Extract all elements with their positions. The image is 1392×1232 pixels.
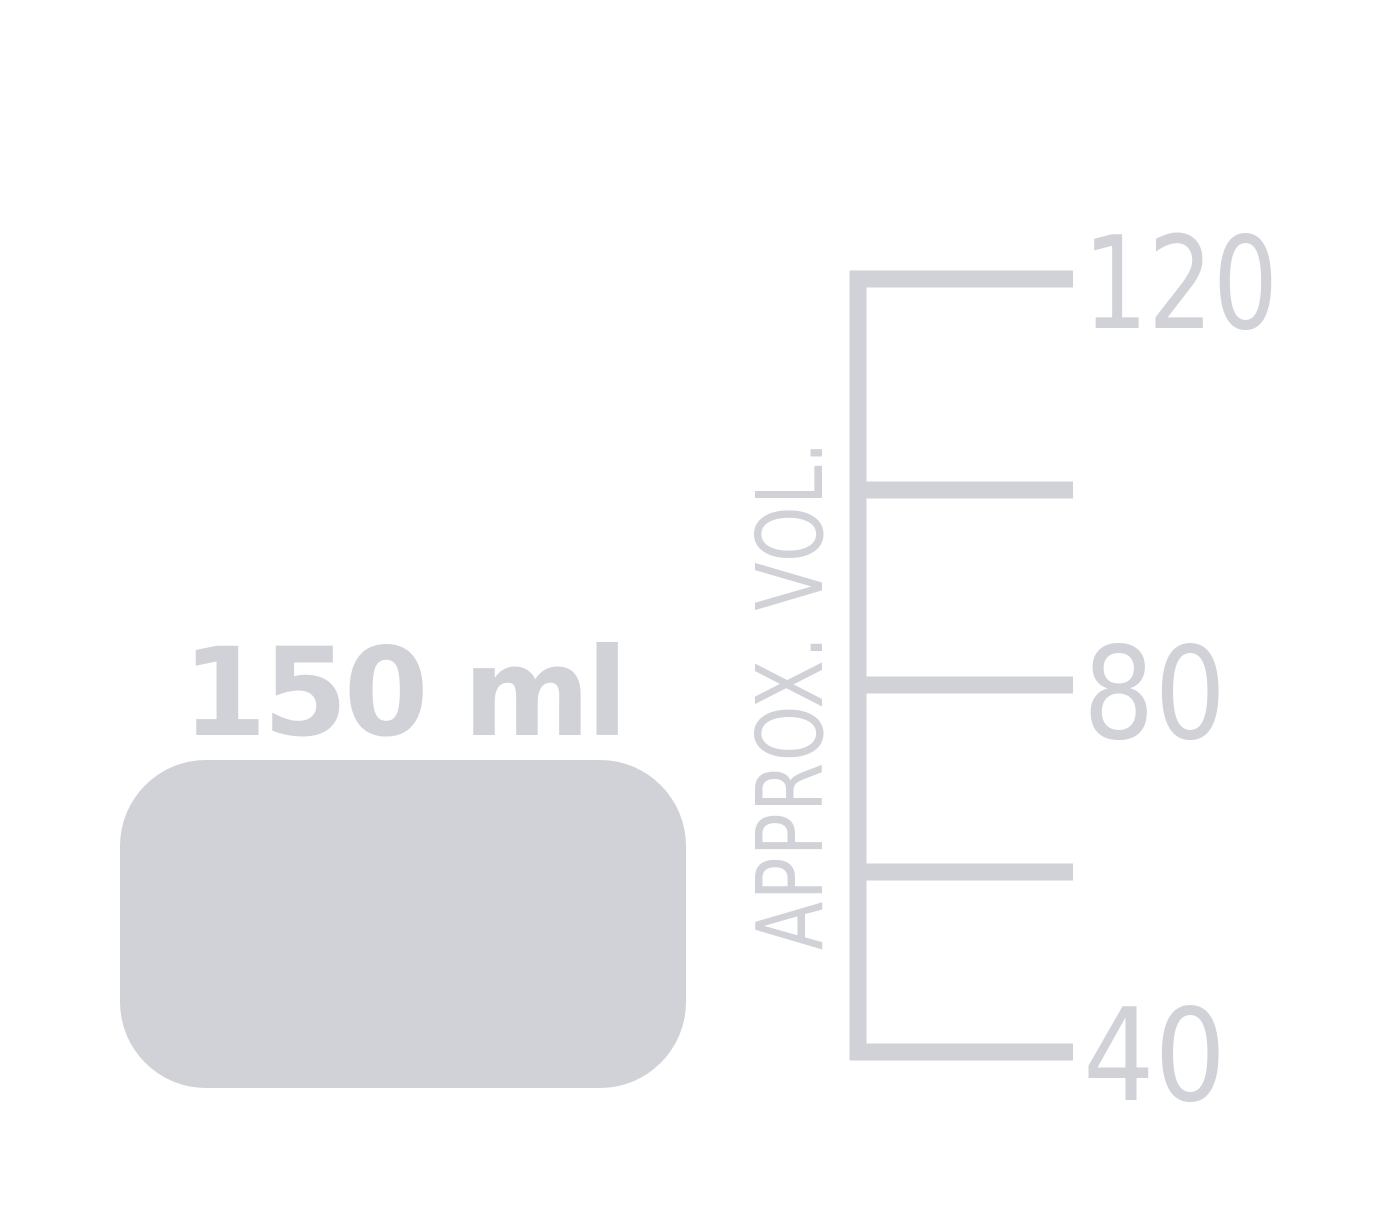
label-plate	[120, 760, 686, 1088]
capacity-label: 150 ml	[181, 622, 628, 764]
tick-label-120: 120	[1083, 210, 1278, 359]
tick-label-40: 40	[1083, 982, 1226, 1131]
tick-label-80: 80	[1083, 620, 1226, 769]
axis-title: APPROX. VOL.	[737, 440, 844, 950]
